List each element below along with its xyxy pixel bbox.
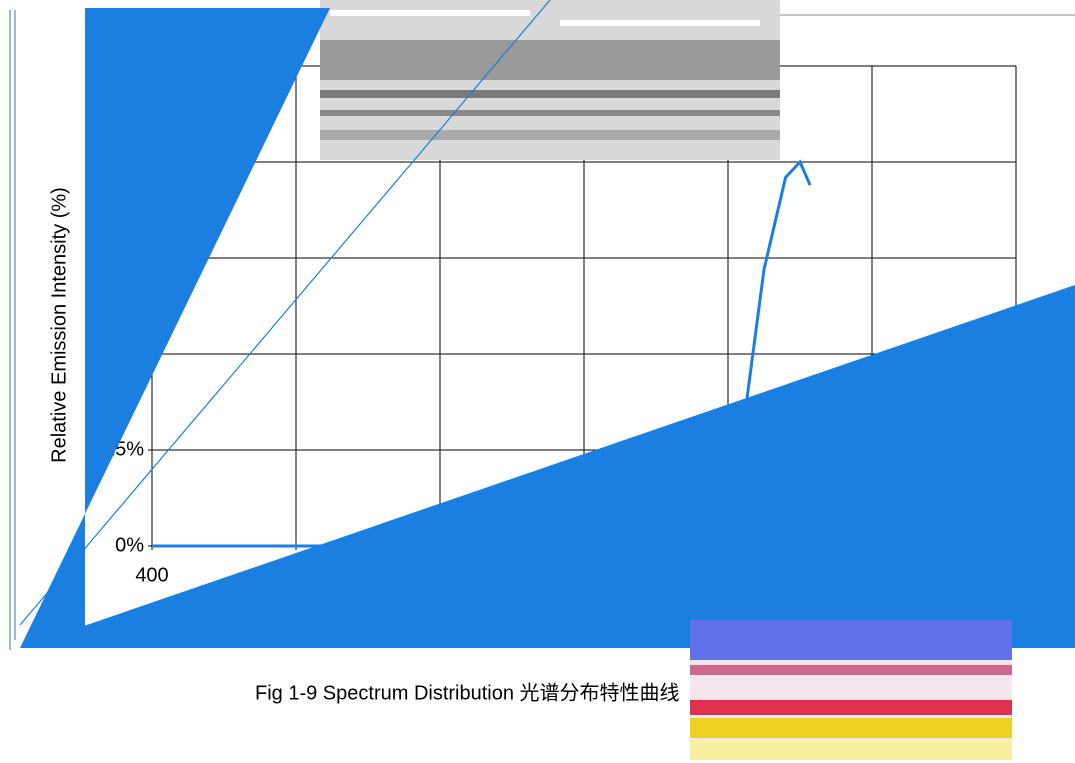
stamp-overlay (690, 620, 1012, 760)
caption: Fig 1-9 Spectrum Distribution 光谱分布特性曲线 (255, 681, 680, 704)
noise-overlay (320, 0, 780, 160)
overlay-line (19, 0, 551, 626)
y-tick-label: 0% (115, 534, 144, 556)
frame (9, 10, 1075, 650)
x-tick-label: 400 (135, 564, 168, 586)
blue-overlay (20, 285, 1075, 648)
blue-overlay (20, 8, 330, 648)
y-axis-label: Relative Emission Intensity (%) (48, 187, 70, 463)
